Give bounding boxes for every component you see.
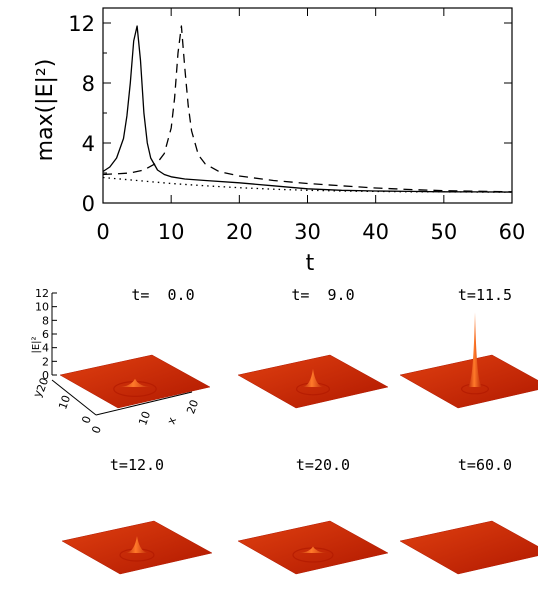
surface-peak	[300, 368, 326, 387]
z-tick-label: 10	[35, 301, 49, 314]
z-tick-label: 8	[42, 314, 49, 327]
surface-peak	[295, 546, 331, 553]
time-label: t=11.5	[457, 286, 513, 304]
x-tick-label: 0	[96, 220, 109, 244]
x-tick-label: 20	[226, 220, 253, 244]
y-tick-label: 0	[82, 192, 95, 216]
surface-plot	[399, 520, 538, 575]
z-tick-label: 6	[42, 328, 49, 341]
surface-plane	[399, 520, 538, 575]
y-tick-label: 10	[56, 394, 73, 412]
surface-peak	[115, 378, 155, 387]
x-axis-label: t	[306, 251, 315, 276]
surface-plot	[237, 520, 389, 575]
z-tick-label: 4	[42, 342, 49, 355]
surface-peak	[467, 312, 483, 387]
y-tick-label: 20	[34, 376, 51, 394]
y-tick-label: 4	[82, 132, 95, 156]
time-label: t=60.0	[457, 456, 513, 474]
z-tick-label: 0	[42, 369, 49, 382]
solid-series-line	[102, 25, 513, 193]
y-axis-label: max(|E|²)	[33, 59, 58, 162]
y-tick-label: 8	[82, 72, 95, 96]
y-tick-label: 0	[79, 414, 94, 425]
x-axis	[95, 391, 193, 416]
y-tick-label: 12	[68, 12, 95, 36]
x-tick-label: 10	[158, 220, 185, 244]
surface-panel-4: t=12.0	[52, 446, 222, 596]
time-label: t= 9.0	[291, 286, 355, 304]
surface-panel-2: t= 9.0	[228, 280, 398, 430]
x-tick-label: 0	[89, 424, 104, 435]
surface-panel-3: t=11.5	[390, 280, 538, 430]
surface-panel-5: t=20.0	[228, 446, 398, 596]
time-label: t=20.0	[295, 456, 351, 474]
max-intensity-chart: 0 10 20 30 40 50 60 0 4 8 12 t max(|E|²)	[33, 7, 525, 276]
y-axis-label: y	[31, 388, 46, 399]
x-tick-label: 10	[136, 410, 153, 428]
x-tick-label: 40	[362, 220, 389, 244]
y-tick-labels: 0 4 8 12	[68, 12, 95, 216]
x-tick-label: 50	[430, 220, 457, 244]
z-tick-label: 12	[35, 287, 49, 300]
plot-frame	[102, 7, 513, 204]
z-axis-label: |E|²	[31, 336, 42, 353]
y-axis	[51, 379, 97, 416]
surface-peak	[123, 536, 151, 553]
dotted-series-line	[102, 176, 512, 193]
surface-plane	[399, 354, 538, 409]
surface-panels: 0 2 4 6 8 10 12 |E|² 20 10 0 y 0 10 20 x t= 0.0 t= 9.0 …	[0, 280, 538, 589]
surface-panel-1: 0 2 4 6 8 10 12 |E|² 20 10 0 y 0 10 20 x t= 0.0	[30, 280, 211, 435]
time-label: t=12.0	[109, 456, 165, 474]
x-tick-label: 60	[499, 220, 526, 244]
time-label: t= 0.0	[131, 286, 195, 304]
surface-plot	[399, 312, 538, 409]
dashed-series-line	[102, 25, 513, 193]
z-tick-label: 2	[42, 355, 49, 368]
x-tick-label: 30	[294, 220, 321, 244]
x-tick-labels: 0 10 20 30 40 50 60	[96, 220, 525, 244]
series-lines	[102, 25, 513, 193]
plot-border	[102, 7, 513, 204]
tick-marks	[102, 8, 513, 204]
surface-plot	[237, 354, 389, 409]
x-axis-label: x	[165, 415, 180, 426]
x-tick-label: 20	[184, 398, 201, 416]
surface-panel-6: t=60.0	[390, 446, 538, 596]
surface-plot	[61, 520, 213, 575]
